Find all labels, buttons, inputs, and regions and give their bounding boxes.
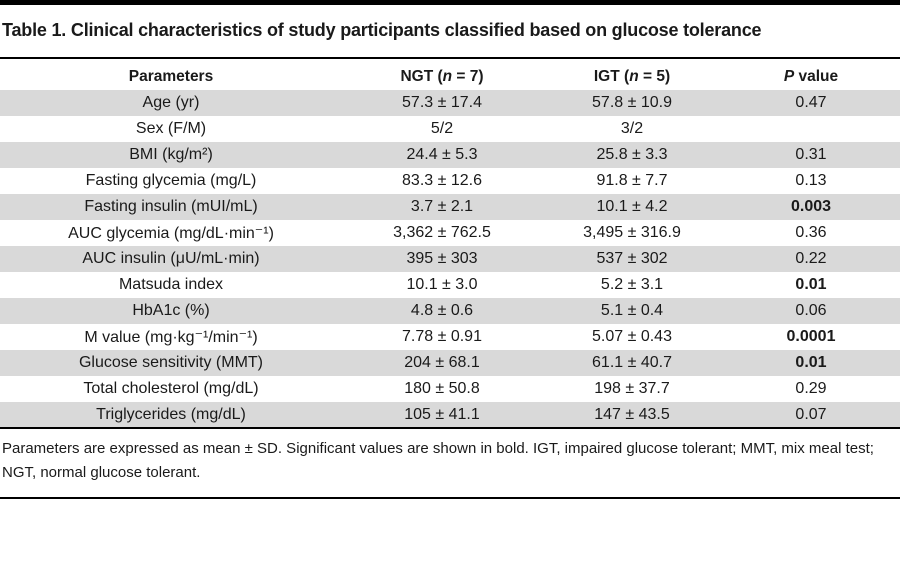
header-ngt: NGT (n = 7) (400, 68, 484, 85)
cell-p-value: 0.36 (795, 224, 827, 241)
cell-ngt: 4.8 ± 0.6 (342, 298, 542, 324)
cell-parameter: Fasting glycemia (mg/L) (85, 172, 257, 189)
cell-p-value: 0.003 (722, 194, 900, 220)
table-row: Sex (F/M) 5/2 3/2 (0, 116, 900, 142)
table-row: Glucose sensitivity (MMT) 204 ± 68.1 61.1 … (0, 350, 900, 376)
cell-ngt: 24.4 ± 5.3 (342, 142, 542, 168)
header-top-rule (0, 57, 900, 59)
cell-ngt: 10.1 ± 3.0 (406, 276, 478, 293)
cell-ngt: 3,362 ± 762.5 (393, 224, 491, 241)
cell-igt: 91.8 ± 7.7 (596, 172, 668, 189)
cell-ngt: 105 ± 41.1 (342, 402, 542, 428)
cell-ngt: 3.7 ± 2.1 (342, 194, 542, 220)
cell-parameter: AUC glycemia (mg/dL·min⁻¹) (68, 225, 274, 242)
cell-igt: 537 ± 302 (542, 246, 722, 272)
cell-ngt: 7.78 ± 0.91 (402, 328, 482, 345)
cell-ngt: 57.3 ± 17.4 (342, 90, 542, 116)
table-row: Age (yr) 57.3 ± 17.4 57.8 ± 10.9 0.47 (0, 90, 900, 116)
cell-igt: 198 ± 37.7 (594, 380, 670, 397)
header-parameters: Parameters (128, 68, 214, 85)
cell-p-value: 0.47 (722, 90, 900, 116)
table-row: Triglycerides (mg/dL) 105 ± 41.1 147 ± 43.… (0, 402, 900, 428)
cell-ngt: 5/2 (430, 120, 454, 137)
cell-igt: 61.1 ± 40.7 (542, 350, 722, 376)
cell-igt: 57.8 ± 10.9 (542, 90, 722, 116)
cell-parameter: BMI (kg/m²) (0, 142, 342, 168)
header-igt: IGT (n = 5) (593, 68, 671, 85)
cell-p-value: 0.22 (722, 246, 900, 272)
cell-parameter: Matsuda index (118, 276, 224, 293)
table-row: HbA1c (%) 4.8 ± 0.6 5.1 ± 0.4 0.06 (0, 298, 900, 324)
table-row: AUC glycemia (mg/dL·min⁻¹) 3,362 ± 762.5 3… (0, 220, 900, 246)
table-footnote: Parameters are expressed as mean ± SD. S… (2, 440, 874, 481)
cell-igt: 147 ± 43.5 (542, 402, 722, 428)
table-row: BMI (kg/m²) 24.4 ± 5.3 25.8 ± 3.3 0.31 (0, 142, 900, 168)
cell-parameter: AUC insulin (μU/mL·min) (0, 246, 342, 272)
cell-p-value: 0.29 (795, 380, 827, 397)
cell-igt: 5.2 ± 3.1 (600, 276, 664, 293)
cell-p-value: 0.13 (795, 172, 827, 189)
table-bottom-rule (0, 427, 900, 429)
cell-parameter: Sex (F/M) (135, 120, 207, 137)
cell-igt: 3,495 ± 316.9 (583, 224, 681, 241)
cell-parameter: Age (yr) (0, 90, 342, 116)
top-rule (0, 0, 900, 5)
cell-parameter: Fasting insulin (mUI/mL) (0, 194, 342, 220)
cell-parameter: M value (mg·kg⁻¹/min⁻¹) (84, 329, 258, 346)
cell-p-value: 0.31 (722, 142, 900, 168)
footnote-bottom-rule (0, 497, 900, 499)
clinical-characteristics-table: Parameters NGT (n = 7) IGT (n = 5) P val… (0, 64, 900, 428)
cell-ngt: 395 ± 303 (342, 246, 542, 272)
cell-igt: 25.8 ± 3.3 (542, 142, 722, 168)
cell-ngt: 180 ± 50.8 (404, 380, 480, 397)
header-p-value: P value (783, 68, 839, 85)
cell-ngt: 204 ± 68.1 (342, 350, 542, 376)
table-row: Total cholesterol (mg/dL) 180 ± 50.8 198 ±… (0, 376, 900, 402)
cell-parameter: HbA1c (%) (0, 298, 342, 324)
table-title: Table 1. Clinical characteristics of stu… (2, 20, 762, 40)
cell-igt: 5.1 ± 0.4 (542, 298, 722, 324)
cell-parameter: Glucose sensitivity (MMT) (0, 350, 342, 376)
cell-ngt: 83.3 ± 12.6 (402, 172, 482, 189)
cell-p-value: 0.01 (795, 276, 827, 293)
cell-parameter: Triglycerides (mg/dL) (0, 402, 342, 428)
cell-parameter: Total cholesterol (mg/dL) (83, 380, 259, 397)
table-row: Fasting glycemia (mg/L) 83.3 ± 12.6 91.8 ±… (0, 168, 900, 194)
cell-igt: 3/2 (620, 120, 644, 137)
cell-igt: 5.07 ± 0.43 (592, 328, 672, 345)
table-row: M value (mg·kg⁻¹/min⁻¹) 7.78 ± 0.91 5.07 ±… (0, 324, 900, 350)
cell-p-value: 0.0001 (786, 328, 836, 345)
table-row: Matsuda index 10.1 ± 3.0 5.2 ± 3.1 0.01 (0, 272, 900, 298)
cell-p-value: 0.06 (722, 298, 900, 324)
table-body: Age (yr) 57.3 ± 17.4 57.8 ± 10.9 0.47 Sex (F… (0, 90, 900, 428)
table-row: Fasting insulin (mUI/mL) 3.7 ± 2.1 10.1 ± … (0, 194, 900, 220)
cell-p-value: 0.01 (722, 350, 900, 376)
cell-igt: 10.1 ± 4.2 (542, 194, 722, 220)
table-row: AUC insulin (μU/mL·min) 395 ± 303 537 ± 30… (0, 246, 900, 272)
header-row: Parameters NGT (n = 7) IGT (n = 5) P val… (0, 64, 900, 90)
cell-p-value (722, 116, 900, 142)
cell-p-value: 0.07 (722, 402, 900, 428)
